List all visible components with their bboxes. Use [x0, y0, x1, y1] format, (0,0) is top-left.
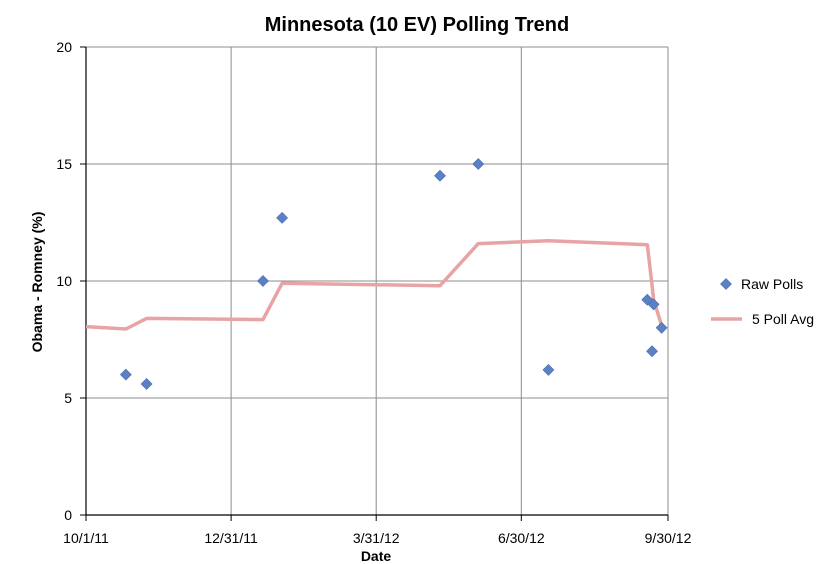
data-point [276, 211, 289, 224]
chart-title: Minnesota (10 EV) Polling Trend [265, 14, 569, 36]
x-tick-label: 10/1/11 [63, 530, 109, 546]
data-point [542, 363, 555, 376]
x-tick-label: 9/30/12 [645, 530, 692, 546]
data-point [119, 368, 132, 381]
data-point [434, 169, 446, 182]
series-layer [85, 158, 668, 390]
x-tick-label: 12/31/11 [204, 530, 258, 546]
data-point [472, 158, 485, 170]
data-point [140, 378, 153, 390]
y-tick-label: 10 [56, 273, 72, 289]
legend: Raw Polls 5 Poll Avg [711, 276, 814, 327]
y-tick-label: 5 [64, 390, 72, 406]
y-axis-title: Obama - Romney (%) [29, 212, 45, 353]
y-tick-label: 20 [56, 39, 72, 55]
data-point [257, 275, 269, 287]
x-axis-title: Date [361, 548, 392, 564]
legend-item: Raw Polls [720, 276, 803, 292]
data-point [647, 298, 660, 311]
data-point [646, 345, 658, 358]
legend-marker-diamond [720, 278, 732, 290]
tick-labels: 0 5 10 15 20 10/1/11 12/31/11 3/31/12 6/30/12 9/3… [56, 39, 691, 546]
gridlines [86, 46, 669, 515]
y-tick-label: 15 [56, 156, 72, 172]
legend-label: Raw Polls [741, 276, 803, 292]
legend-label: 5 Poll Avg [752, 311, 814, 327]
legend-item: 5 Poll Avg [711, 311, 814, 327]
avg-line [85, 239, 664, 331]
x-tick-label: 3/31/12 [353, 530, 400, 546]
data-point [655, 321, 668, 334]
x-tick-label: 6/30/12 [498, 530, 545, 546]
axes [80, 46, 669, 521]
y-tick-label: 0 [64, 507, 72, 523]
